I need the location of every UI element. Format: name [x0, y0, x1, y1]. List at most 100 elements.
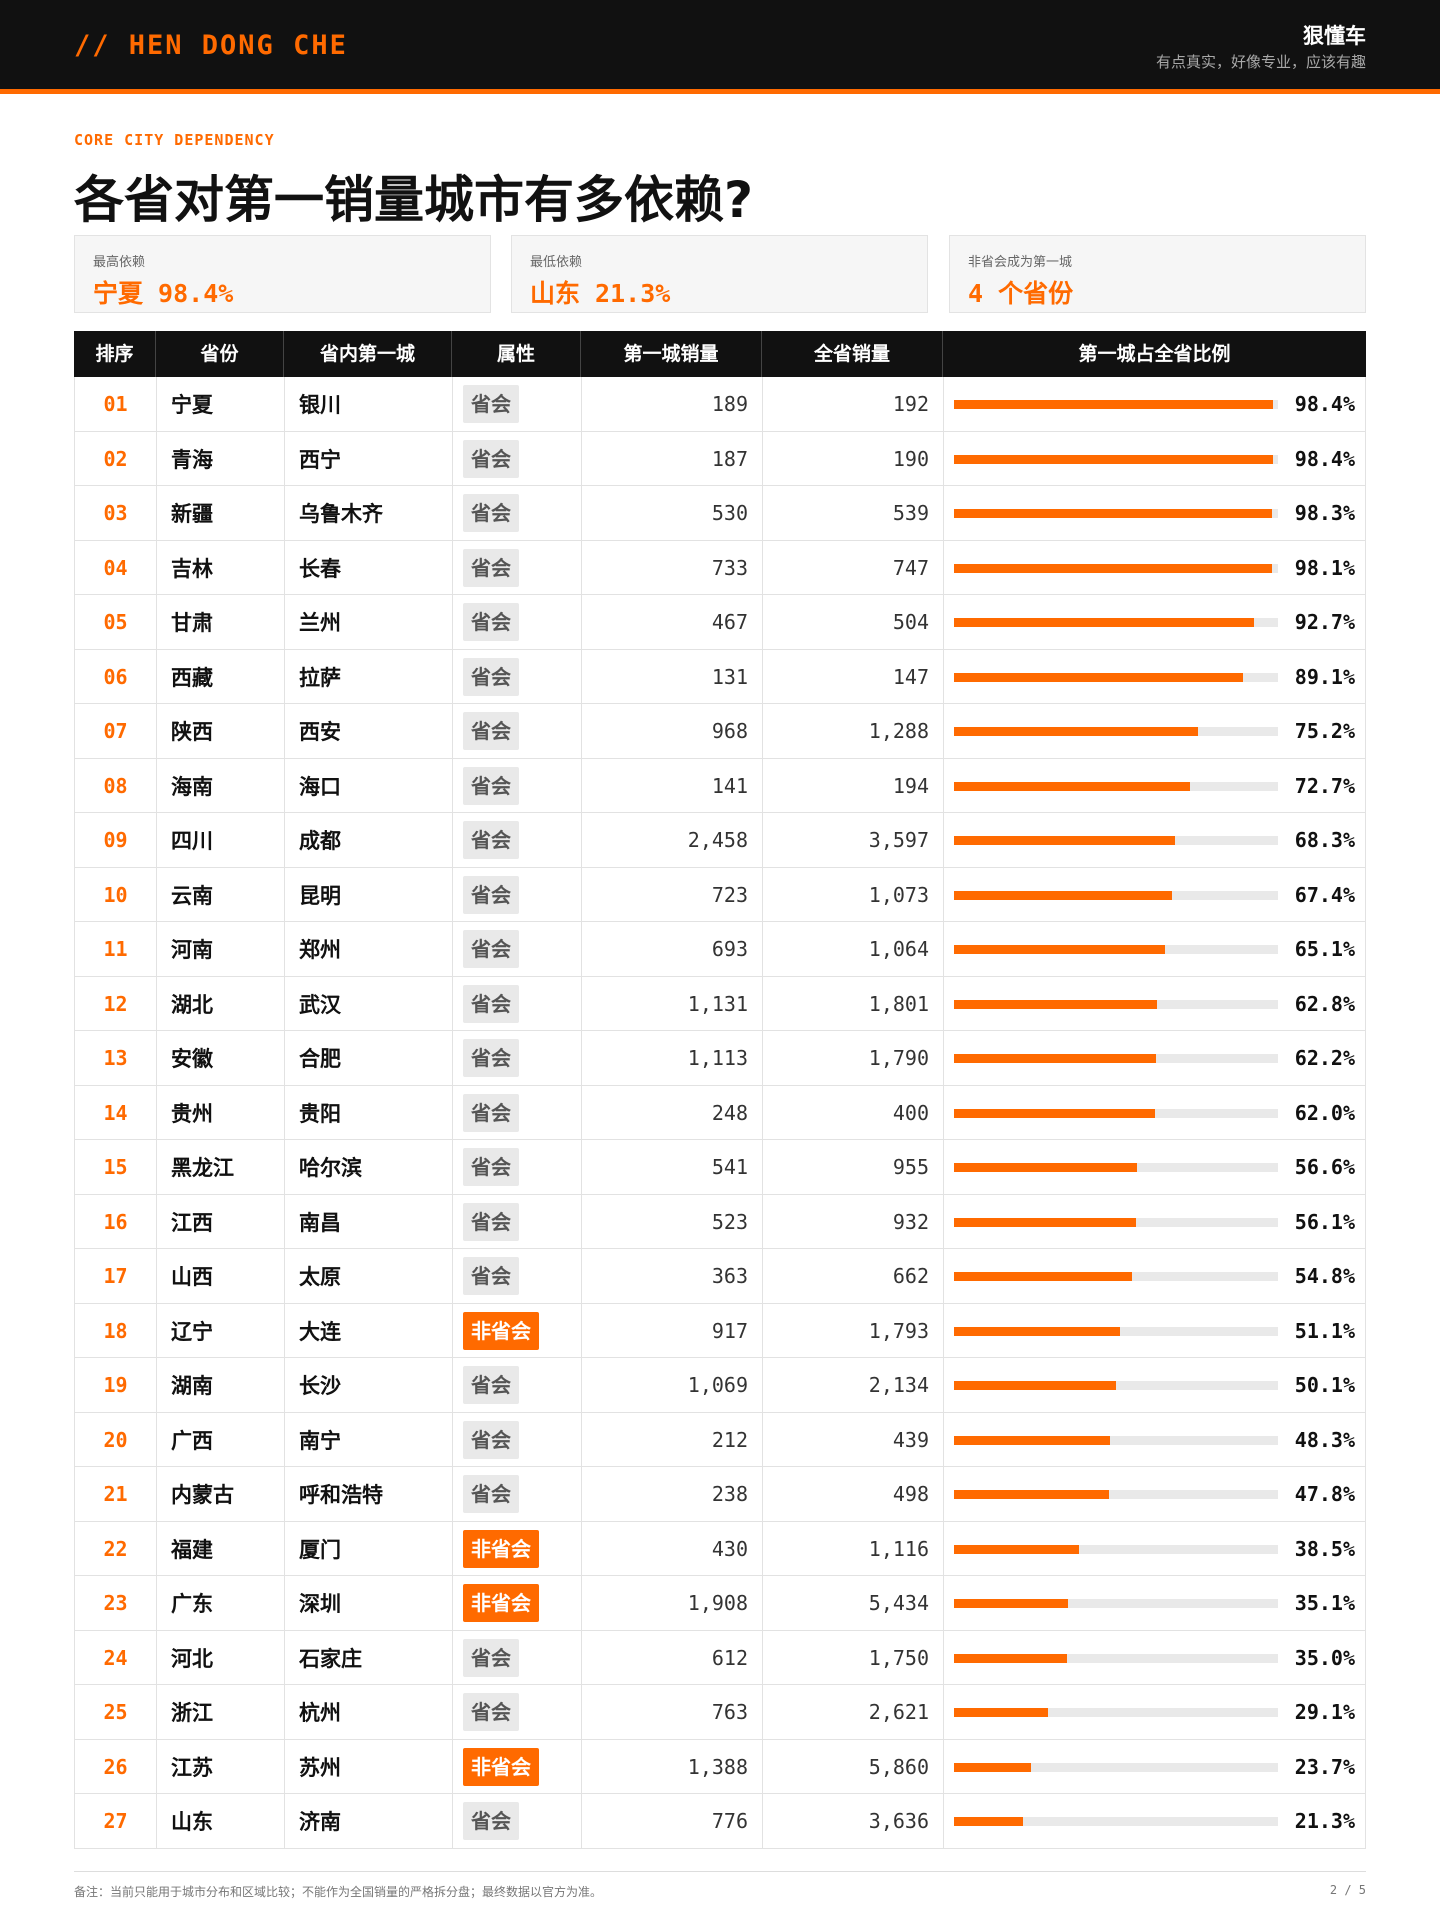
city-cell: 哈尔滨 — [285, 1140, 453, 1195]
share-value: 50.1% — [1294, 1373, 1355, 1397]
share-bar-track — [954, 999, 1278, 1009]
share-value: 62.0% — [1294, 1100, 1355, 1125]
header-province: 省份 — [156, 331, 284, 377]
first-city-sales-cell: 968 — [582, 704, 763, 759]
share-bar-fill — [954, 1435, 1111, 1445]
table-row: 17 山西 太原 省会 363 662 54.8% — [74, 1249, 1366, 1304]
share-bar-track — [954, 1708, 1278, 1717]
first-city-sales-cell: 1,131 — [582, 976, 763, 1031]
province-sales-cell: 2,621 — [763, 1685, 944, 1740]
share-cell: 62.8% — [944, 977, 1365, 1032]
province-cell: 宁夏 — [157, 377, 285, 432]
table-row: 26 江苏 苏州 非省会 1,388 5,860 23.7% — [74, 1739, 1366, 1794]
attribute-cell: 省会 — [453, 1194, 582, 1249]
rank-cell: 19 — [75, 1358, 157, 1413]
first-city-sales-cell: 248 — [582, 1085, 763, 1140]
province-sales-cell: 955 — [763, 1140, 944, 1195]
first-city-sales-cell: 1,388 — [582, 1739, 763, 1794]
city-cell: 武汉 — [285, 976, 453, 1031]
share-bar-fill — [954, 999, 1158, 1009]
rank-cell: 22 — [75, 1521, 157, 1576]
city-cell: 厦门 — [285, 1521, 453, 1576]
attribute-badge: 非省会 — [463, 1529, 539, 1568]
rank-cell: 09 — [75, 813, 157, 868]
attribute-badge: 省会 — [463, 1039, 519, 1078]
city-cell: 南宁 — [285, 1412, 453, 1467]
rank-cell: 08 — [75, 758, 157, 813]
province-sales-cell: 3,636 — [763, 1794, 944, 1849]
share-cell: 72.7% — [944, 759, 1365, 814]
share-cell: 56.6% — [944, 1140, 1365, 1195]
city-cell: 南昌 — [285, 1194, 453, 1249]
share-bar-fill — [954, 1708, 1049, 1717]
share-cell: 51.1% — [944, 1304, 1365, 1359]
attribute-cell: 省会 — [453, 1467, 582, 1522]
table-row: 11 河南 郑州 省会 693 1,064 65.1% — [74, 922, 1366, 977]
rank-cell: 16 — [75, 1194, 157, 1249]
stat-card-non-capital: 非省会成为第一城 4 个省份 — [949, 235, 1366, 313]
share-bar-fill — [954, 1326, 1120, 1336]
share-bar-track — [954, 781, 1278, 791]
share-bar-track — [954, 563, 1278, 573]
province-cell: 江苏 — [157, 1739, 285, 1794]
province-cell: 湖北 — [157, 976, 285, 1031]
share-bar-track — [954, 836, 1278, 845]
share-cell: 62.2% — [944, 1031, 1365, 1086]
province-cell: 河北 — [157, 1630, 285, 1685]
city-cell: 合肥 — [285, 1031, 453, 1086]
province-cell: 辽宁 — [157, 1303, 285, 1358]
share-cell: 50.1% — [944, 1358, 1365, 1413]
share-bar-fill — [954, 781, 1190, 791]
attribute-badge: 省会 — [463, 930, 519, 969]
stat-card-lowest: 最低依赖 山东 21.3% — [511, 235, 928, 313]
attribute-cell: 省会 — [453, 1412, 582, 1467]
city-cell: 西安 — [285, 704, 453, 759]
table-row: 07 陕西 西安 省会 968 1,288 75.2% — [74, 704, 1366, 759]
share-bar-fill — [954, 400, 1273, 409]
share-cell: 35.0% — [944, 1631, 1365, 1686]
share-value: 23.7% — [1294, 1754, 1355, 1779]
table-header: 排序 省份 省内第一城 属性 第一城销量 全省销量 第一城占全省比例 — [74, 331, 1366, 377]
city-cell: 西宁 — [285, 431, 453, 486]
city-cell: 乌鲁木齐 — [285, 486, 453, 541]
rank-cell: 27 — [75, 1794, 157, 1849]
share-bar-track — [954, 400, 1278, 409]
footer-divider — [74, 1871, 1366, 1872]
attribute-badge: 非省会 — [463, 1747, 539, 1786]
attribute-badge: 省会 — [463, 821, 519, 860]
stats-row: 最高依赖 宁夏 98.4% 最低依赖 山东 21.3% 非省会成为第一城 4 个… — [74, 235, 1366, 313]
share-bar-track — [954, 618, 1278, 627]
table-row: 13 安徽 合肥 省会 1,113 1,790 62.2% — [74, 1031, 1366, 1086]
table-row: 15 黑龙江 哈尔滨 省会 541 955 56.6% — [74, 1140, 1366, 1195]
rank-cell: 24 — [75, 1630, 157, 1685]
share-value: 21.3% — [1294, 1809, 1355, 1833]
table-row: 04 吉林 长春 省会 733 747 98.1% — [74, 540, 1366, 595]
share-cell: 48.3% — [944, 1413, 1365, 1468]
province-sales-cell: 1,064 — [763, 922, 944, 977]
share-bar-track — [954, 727, 1278, 736]
first-city-sales-cell: 189 — [582, 377, 763, 432]
province-cell: 河南 — [157, 922, 285, 977]
share-cell: 65.1% — [944, 922, 1365, 977]
rank-cell: 20 — [75, 1412, 157, 1467]
header-province-sales: 全省销量 — [762, 331, 943, 377]
attribute-cell: 省会 — [453, 540, 582, 595]
footnote: 备注：当前只能用于城市分布和区域比较；不能作为全国销量的严格拆分盘；最终数据以官… — [74, 1885, 603, 1899]
share-bar-fill — [954, 1108, 1155, 1118]
province-sales-cell: 400 — [763, 1085, 944, 1140]
page-title: 各省对第一销量城市有多依赖? — [74, 171, 754, 229]
rank-cell: 26 — [75, 1739, 157, 1794]
attribute-cell: 非省会 — [453, 1303, 582, 1358]
city-cell: 济南 — [285, 1794, 453, 1849]
table-row: 18 辽宁 大连 非省会 917 1,793 51.1% — [74, 1303, 1366, 1359]
share-cell: 54.8% — [944, 1249, 1365, 1304]
share-value: 89.1% — [1294, 664, 1355, 689]
attribute-cell: 非省会 — [453, 1576, 582, 1631]
table-row: 03 新疆 乌鲁木齐 省会 530 539 98.3% — [74, 486, 1366, 541]
share-value: 67.4% — [1294, 882, 1355, 907]
city-cell: 长春 — [285, 540, 453, 595]
province-sales-cell: 1,790 — [763, 1031, 944, 1086]
attribute-badge: 省会 — [463, 1420, 519, 1459]
attribute-badge: 省会 — [463, 1475, 519, 1514]
share-cell: 92.7% — [944, 595, 1365, 650]
